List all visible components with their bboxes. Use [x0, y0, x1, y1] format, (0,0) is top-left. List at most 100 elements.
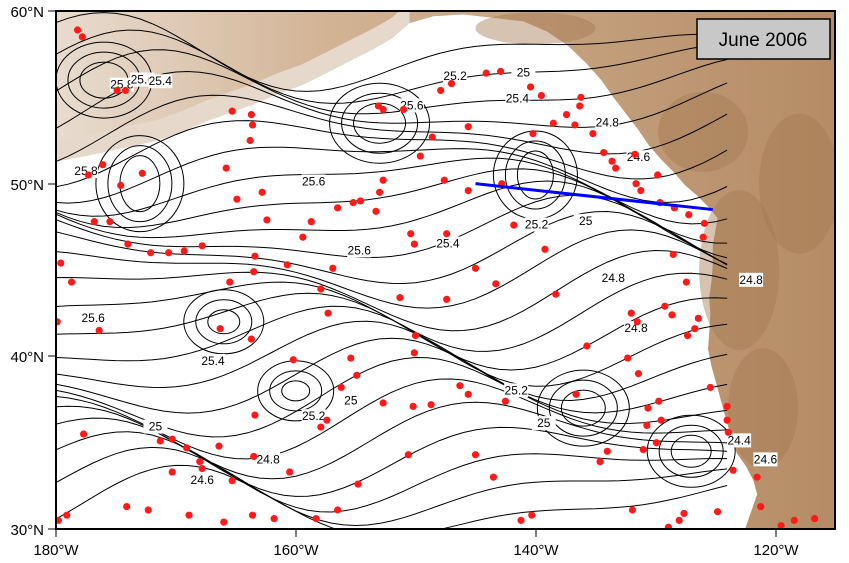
- float-marker: [464, 390, 472, 398]
- float-marker: [675, 516, 683, 524]
- float-marker: [138, 169, 146, 177]
- float-marker: [589, 129, 597, 138]
- eddy-contour: [195, 299, 253, 345]
- float-marker: [396, 294, 404, 302]
- float-marker: [526, 83, 535, 91]
- isopycnal-contours: [56, 12, 736, 529]
- x-tick-label-140w: 140°W: [513, 542, 559, 559]
- float-marker: [729, 466, 737, 474]
- contour-label-backdrop: [739, 272, 764, 287]
- contour-label-backdrop: [347, 243, 372, 258]
- float-marker: [323, 416, 331, 424]
- contour-label-backdrop: [443, 69, 468, 84]
- mountain-shade: [759, 113, 835, 254]
- x-tick-label-180w: 180°W: [33, 542, 79, 559]
- float-marker: [56, 318, 61, 326]
- float-marker: [78, 33, 86, 41]
- contour-label: 24.6: [754, 452, 778, 466]
- float-marker: [537, 92, 545, 100]
- map-frame: [55, 10, 836, 530]
- contour-label: 24.8: [256, 452, 280, 466]
- float-marker: [790, 516, 798, 524]
- float-marker: [482, 69, 490, 77]
- contour-label: 25.6: [348, 243, 372, 257]
- float-marker: [668, 311, 676, 319]
- float-marker: [753, 473, 761, 481]
- float-marker: [228, 107, 236, 115]
- float-marker: [113, 86, 121, 95]
- float-marker: [79, 430, 88, 438]
- float-marker: [270, 515, 278, 523]
- contour-line: [56, 378, 728, 460]
- float-marker: [428, 133, 436, 141]
- eddy-contour: [670, 434, 712, 468]
- float-marker: [84, 171, 92, 179]
- float-marker: [289, 356, 297, 364]
- float-marker: [334, 506, 342, 514]
- float-marker: [226, 278, 234, 286]
- contour-line: [56, 168, 728, 244]
- contour-label-backdrop: [338, 393, 363, 408]
- float-marker: [492, 280, 500, 288]
- float-marker: [337, 383, 345, 392]
- float-marker: [106, 218, 114, 226]
- contour-label-backdrop: [624, 321, 649, 336]
- contour-label: 25.4: [149, 74, 173, 88]
- y-axis: 60°N 50°N 40°N 30°N: [10, 4, 56, 539]
- y-tick-label-40n: 40°N: [10, 349, 44, 366]
- aleutian-shelf: [58, 11, 410, 162]
- float-marker: [416, 152, 424, 160]
- float-marker: [669, 250, 677, 259]
- float-marker: [447, 79, 456, 88]
- y-tick-label-50n: 50°N: [10, 177, 44, 194]
- float-marker: [571, 121, 579, 129]
- contour-label: 25.6: [81, 311, 105, 325]
- float-marker: [90, 218, 98, 226]
- eddy-contour: [504, 140, 566, 210]
- contour-line: [56, 272, 728, 352]
- float-marker: [222, 164, 230, 172]
- contour-label-backdrop: [81, 310, 106, 325]
- float-marker: [246, 136, 254, 145]
- float-marker: [427, 401, 435, 409]
- eddy-contour: [269, 370, 323, 412]
- float-marker: [699, 233, 707, 241]
- contour-label: 25.8: [74, 164, 98, 178]
- contour-line: [56, 229, 728, 309]
- contour-label: 25: [517, 66, 531, 80]
- eddy-contour: [183, 289, 265, 355]
- float-marker: [724, 428, 732, 436]
- contour-label-backdrop: [524, 217, 549, 232]
- eddy-contour: [646, 414, 736, 488]
- float-marker: [443, 295, 451, 303]
- float-marker: [67, 278, 76, 286]
- float-marker: [541, 245, 549, 253]
- float-marker: [124, 240, 132, 248]
- contour-label-backdrop: [190, 473, 215, 488]
- float-marker: [165, 249, 173, 257]
- float-marker: [198, 242, 206, 250]
- float-marker: [375, 188, 384, 196]
- contour-label-backdrop: [200, 353, 225, 368]
- float-marker: [631, 150, 639, 158]
- contour-label: 25: [344, 394, 358, 408]
- float-marker: [685, 211, 693, 219]
- eddy-contour: [658, 424, 724, 478]
- section-line: [475, 182, 713, 212]
- float-marker: [198, 464, 206, 473]
- float-marker: [374, 102, 382, 110]
- contour-label: 24.8: [739, 273, 763, 287]
- float-marker: [56, 516, 62, 524]
- eddy-contour: [516, 150, 554, 200]
- float-marker: [228, 477, 236, 485]
- float-marker: [655, 397, 663, 405]
- float-marker: [713, 508, 722, 516]
- float-marker: [600, 148, 608, 157]
- contour-line: [56, 446, 728, 527]
- float-marker: [723, 416, 731, 424]
- float-marker: [263, 216, 271, 224]
- contour-line: [56, 12, 728, 92]
- float-marker: [777, 521, 785, 529]
- mountain-shade: [699, 190, 780, 350]
